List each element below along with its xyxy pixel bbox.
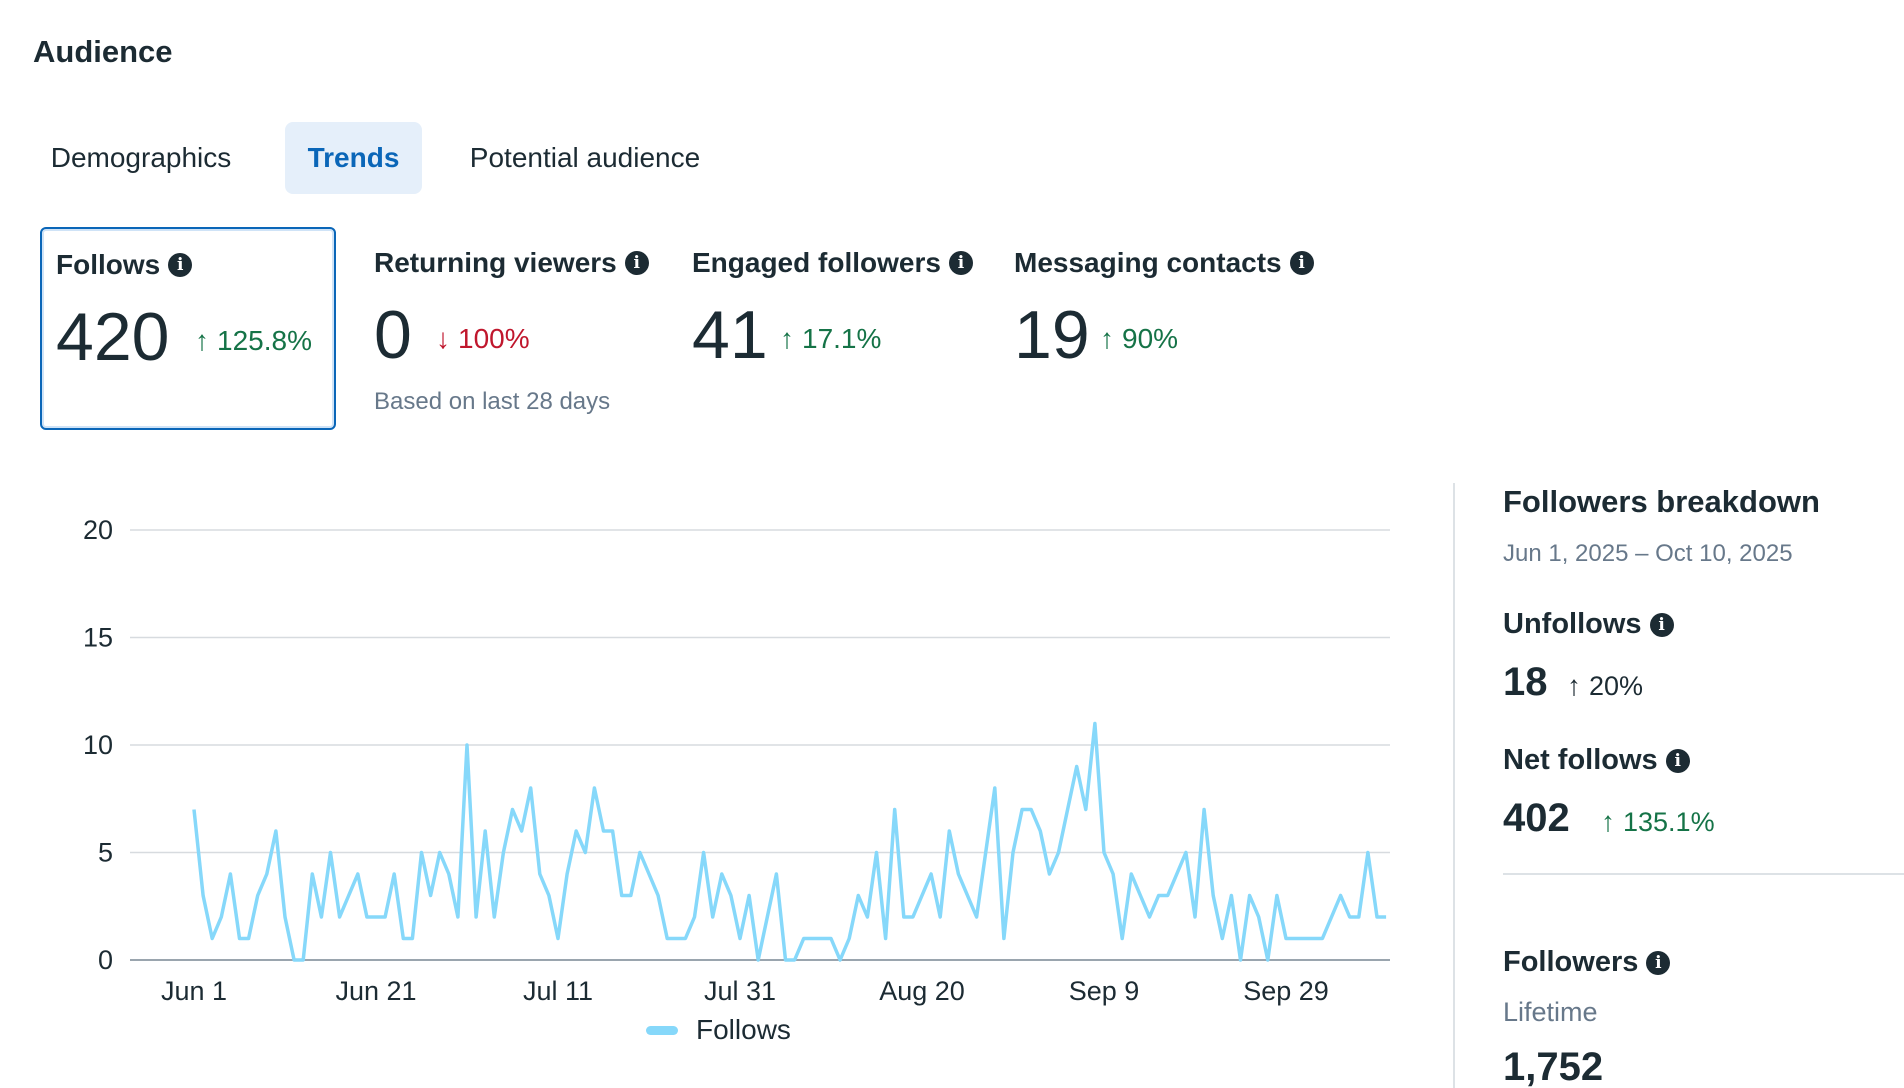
net-follows-label: Net follows i — [1503, 744, 1690, 777]
followers-label: Followers i — [1503, 946, 1671, 979]
legend-swatch — [646, 1025, 678, 1035]
legend-label: Follows — [696, 1014, 791, 1045]
info-icon[interactable]: i — [1289, 251, 1314, 275]
info-icon[interactable]: i — [1665, 748, 1690, 773]
metric-value-follows: 420 — [56, 299, 170, 375]
followers-sublabel: Lifetime — [1503, 997, 1598, 1027]
metric-card-follows[interactable]: Follows i 420 ↑ 125.8% — [40, 227, 336, 430]
y-tick-label: 10 — [83, 730, 113, 760]
unfollows-change: ↑ 20% — [1567, 670, 1644, 701]
metric-change-engaged-followers: ↑ 17.1% — [780, 323, 882, 354]
metric-change-messaging-contacts: ↑ 90% — [1100, 323, 1179, 354]
tab-potential-audience[interactable]: Potential audience — [469, 142, 701, 173]
metric-value-engaged-followers: 41 — [692, 297, 768, 373]
info-icon[interactable]: i — [1646, 950, 1671, 975]
breakdown-title: Followers breakdown — [1503, 484, 1820, 519]
metric-label-messaging-contacts: Messaging contacts i — [1014, 247, 1314, 279]
follows-series-line[interactable] — [192, 721, 1387, 962]
sidebar-divider — [1453, 483, 1455, 1088]
info-icon[interactable]: i — [168, 253, 193, 277]
net-follows-change: ↑ 135.1% — [1601, 806, 1715, 837]
metric-label-engaged-followers: Engaged followers i — [692, 247, 973, 279]
arrow-up-icon: ↑ — [780, 323, 794, 354]
breakdown-date-range: Jun 1, 2025 – Oct 10, 2025 — [1503, 540, 1793, 567]
metric-card-engaged-followers[interactable]: Engaged followers i 41 ↑ 17.1% — [692, 227, 992, 430]
info-icon[interactable]: i — [1649, 612, 1674, 637]
metric-label-follows: Follows i — [56, 249, 193, 281]
metric-card-messaging-contacts[interactable]: Messaging contacts i 19 ↑ 90% — [1014, 227, 1334, 430]
y-tick-label: 15 — [83, 623, 113, 653]
info-icon[interactable]: i — [624, 251, 649, 275]
y-tick-label: 20 — [83, 515, 113, 545]
x-tick-label: Jun 21 — [335, 976, 416, 1006]
unfollows-label: Unfollows i — [1503, 608, 1674, 641]
net-follows-value: 402 — [1503, 796, 1570, 840]
x-tick-label: Aug 20 — [879, 976, 965, 1006]
metric-card-returning-viewers[interactable]: Returning viewers i 0 ↓ 100% — [374, 227, 664, 430]
arrow-up-icon: ↑ — [1601, 806, 1615, 837]
follows-chart-svg: 0 5 10 15 20 Jun 1 Jun 21 Jul 11 Jul 31 Aug 20 Sep… — [83, 515, 1390, 1006]
metric-change-follows: ↑ 125.8% — [195, 325, 312, 356]
unfollows-value: 18 — [1503, 660, 1548, 704]
arrow-up-icon: ↑ — [1567, 670, 1581, 701]
followers-value: 1,752 — [1503, 1045, 1604, 1088]
x-tick-label: Jul 11 — [523, 976, 593, 1006]
metric-value-messaging-contacts: 19 — [1014, 297, 1090, 373]
tab-trends[interactable]: Trends — [285, 122, 422, 194]
arrow-up-icon: ↑ — [195, 325, 209, 356]
arrow-up-icon: ↑ — [1100, 323, 1114, 354]
x-tick-label: Sep 9 — [1069, 976, 1140, 1006]
metric-change-returning-viewers: ↓ 100% — [436, 323, 530, 354]
x-tick-label: Sep 29 — [1243, 976, 1329, 1006]
breakdown-separator — [1503, 873, 1904, 875]
info-icon[interactable]: i — [948, 251, 973, 275]
metric-value-returning-viewers: 0 — [374, 297, 412, 373]
y-tick-label: 5 — [98, 838, 113, 868]
metric-label-returning-viewers: Returning viewers i — [374, 247, 649, 279]
follows-chart: 0 5 10 15 20 Jun 1 Jun 21 Jul 11 Jul 31 Aug 20 Sep… — [0, 480, 1420, 1088]
arrow-down-icon: ↓ — [436, 323, 450, 354]
page-title: Audience — [33, 34, 173, 69]
y-tick-label: 0 — [98, 945, 113, 975]
x-tick-label: Jun 1 — [161, 976, 227, 1006]
tab-demographics[interactable]: Demographics — [50, 142, 232, 173]
basis-note: Based on last 28 days — [374, 388, 611, 415]
chart-legend[interactable]: Follows — [646, 1010, 791, 1050]
x-tick-label: Jul 31 — [704, 976, 776, 1006]
